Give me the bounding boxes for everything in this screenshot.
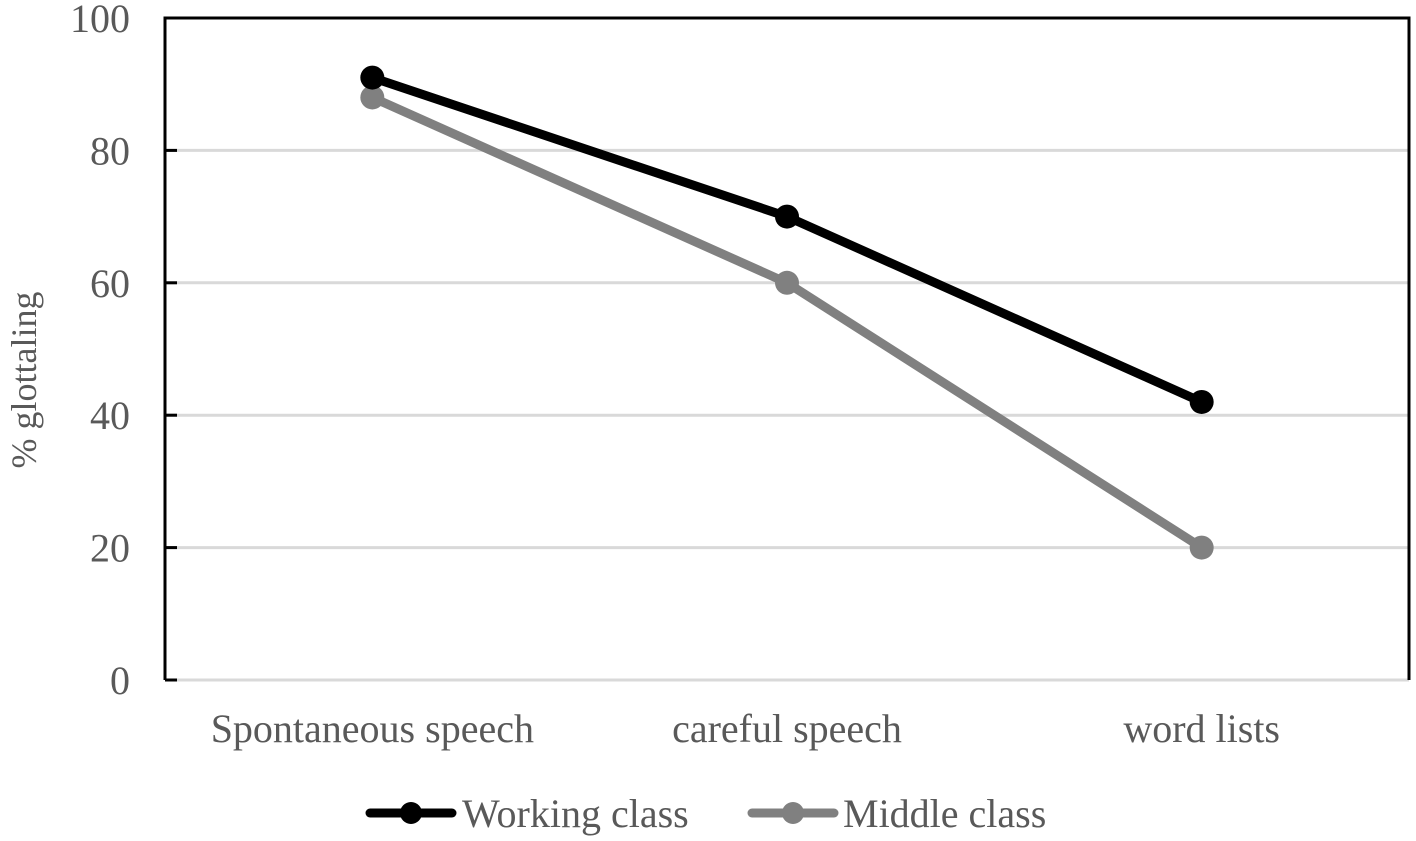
legend-marker-icon	[400, 802, 422, 824]
series-layer	[360, 65, 1214, 560]
series-line	[367, 92, 1207, 553]
legend-label: Middle class	[843, 791, 1046, 836]
y-axis-title: % glottaling	[4, 292, 44, 469]
data-point-marker	[1189, 389, 1214, 414]
y-tick-label: 60	[90, 261, 130, 306]
y-tick-label: 40	[90, 393, 130, 438]
data-point-marker	[775, 270, 799, 295]
plot-frame	[163, 16, 1411, 682]
x-axis-category-labels: Spontaneous speech careful speech word lis…	[211, 706, 1280, 751]
data-point-marker	[360, 65, 385, 90]
x-category-label: Spontaneous speech	[211, 706, 534, 751]
legend-entry: Working class	[365, 791, 689, 836]
legend: Working class Middle class	[365, 791, 1046, 836]
x-category-label: word lists	[1123, 706, 1280, 751]
gridlines	[165, 148, 1409, 682]
series-line	[367, 73, 1207, 407]
y-tick-label: 100	[70, 0, 130, 41]
data-point-marker	[360, 85, 385, 110]
y-tick-label: 80	[90, 128, 130, 173]
data-point-marker	[1189, 535, 1214, 560]
y-tick-label: 20	[90, 526, 130, 571]
x-category-label: careful speech	[672, 706, 902, 751]
legend-label: Working class	[462, 791, 689, 836]
y-tick-label: 0	[110, 658, 130, 703]
data-point-marker	[775, 204, 799, 229]
series-middle-class	[360, 85, 1214, 560]
y-axis-tick-labels: 0 20 40 60 80 100	[70, 0, 130, 703]
series-working-class	[360, 65, 1214, 414]
legend-entry: Middle class	[747, 791, 1046, 836]
legend-marker-icon	[782, 802, 804, 824]
